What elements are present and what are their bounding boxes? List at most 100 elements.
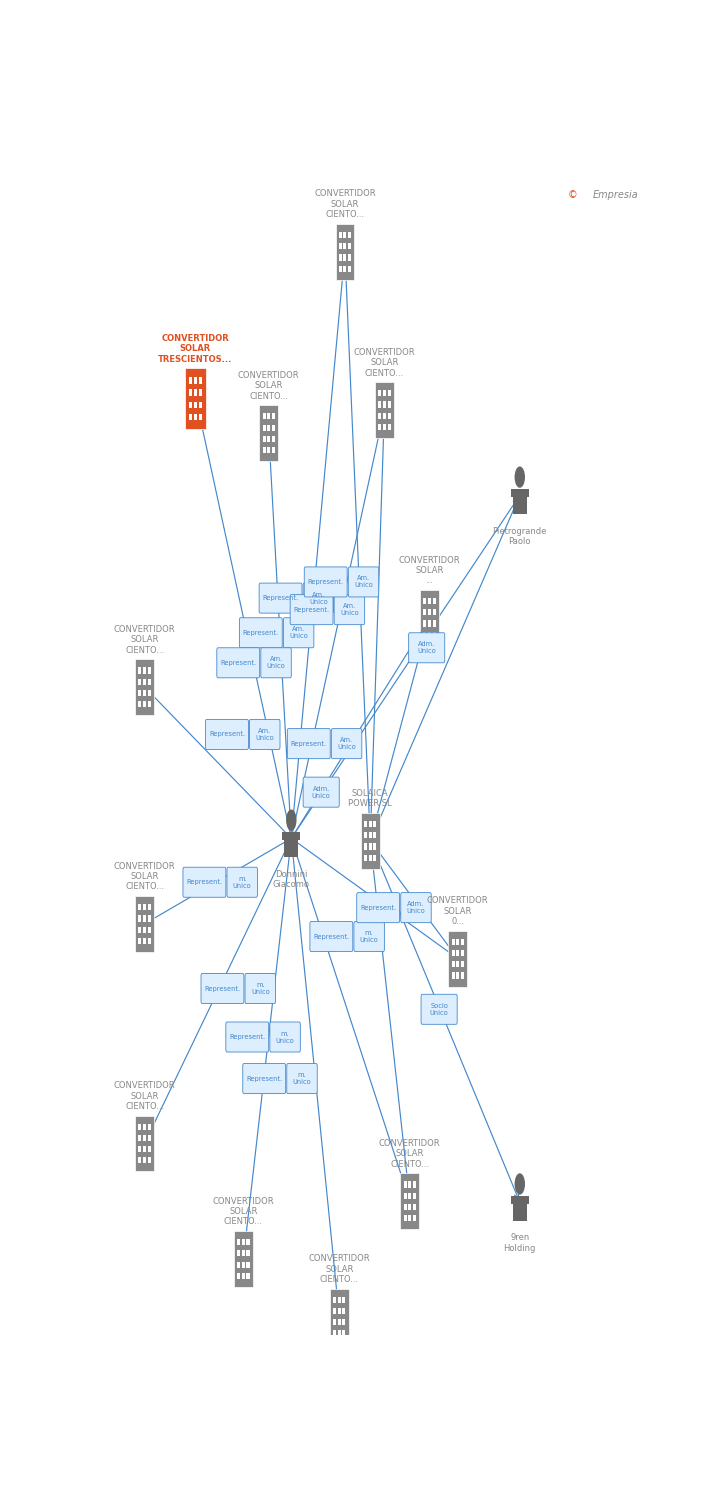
FancyBboxPatch shape [348, 567, 379, 597]
Bar [342, 1298, 345, 1304]
FancyBboxPatch shape [226, 1022, 269, 1052]
Text: Represent.: Represent. [360, 904, 396, 910]
FancyBboxPatch shape [334, 594, 365, 624]
Bar [272, 424, 275, 430]
Bar [148, 668, 151, 674]
Text: Socio
Unico: Socio Unico [430, 1004, 448, 1016]
Bar [403, 1204, 407, 1210]
Bar [513, 489, 526, 514]
Bar [138, 1146, 141, 1152]
Bar [448, 930, 467, 987]
FancyBboxPatch shape [331, 729, 362, 759]
Bar [432, 632, 435, 638]
Bar [432, 598, 435, 604]
Bar [369, 833, 372, 839]
Bar [143, 915, 146, 921]
Bar [413, 1215, 416, 1221]
Bar [513, 1196, 526, 1221]
FancyBboxPatch shape [242, 1064, 285, 1094]
Bar [242, 1272, 245, 1280]
Bar [344, 266, 347, 272]
FancyBboxPatch shape [240, 618, 282, 648]
Bar [339, 266, 341, 272]
Bar [138, 938, 141, 944]
Bar [263, 414, 266, 420]
Bar [148, 938, 151, 944]
Text: Am.
Unico: Am. Unico [266, 657, 285, 669]
Bar [364, 821, 367, 827]
FancyBboxPatch shape [217, 648, 260, 678]
Bar [148, 700, 151, 706]
Bar [413, 1204, 416, 1210]
Bar [138, 904, 141, 910]
Circle shape [515, 466, 525, 488]
Bar [364, 843, 367, 849]
Bar [344, 243, 347, 249]
Bar [408, 1192, 411, 1198]
Text: CONVERTIDOR
SOLAR
0...: CONVERTIDOR SOLAR 0... [427, 897, 488, 926]
Bar [199, 376, 202, 384]
Bar [424, 598, 427, 604]
Bar [387, 402, 390, 408]
Bar [194, 390, 197, 396]
Bar [143, 927, 146, 933]
Circle shape [515, 1173, 525, 1194]
Bar [424, 632, 427, 638]
Text: CONVERTIDOR
SOLAR
CIENTO...: CONVERTIDOR SOLAR CIENTO... [354, 348, 415, 378]
Text: CONVERTIDOR
SOLAR
...: CONVERTIDOR SOLAR ... [399, 555, 460, 585]
Bar [138, 915, 141, 921]
Bar [400, 1173, 419, 1228]
Bar [451, 950, 454, 956]
Bar [138, 700, 141, 706]
Bar [432, 621, 435, 627]
Text: CONVERTIDOR
SOLAR
CIENTO...: CONVERTIDOR SOLAR CIENTO... [114, 861, 175, 891]
Bar [185, 369, 205, 429]
Bar [383, 402, 386, 408]
Bar [408, 1204, 411, 1210]
Text: Represent.: Represent. [209, 732, 245, 738]
Bar [247, 1262, 250, 1268]
Bar [348, 255, 351, 261]
Text: Adm.
Unico: Adm. Unico [407, 902, 425, 914]
Bar [451, 939, 454, 945]
Bar [451, 962, 454, 968]
Bar [375, 382, 394, 438]
Bar [369, 855, 372, 861]
FancyBboxPatch shape [201, 974, 244, 1004]
Bar [263, 424, 266, 430]
Bar [143, 678, 146, 686]
Bar [247, 1239, 250, 1245]
Text: Empresia: Empresia [593, 189, 638, 200]
Bar [143, 1156, 146, 1164]
FancyBboxPatch shape [310, 921, 353, 951]
Bar [403, 1182, 407, 1188]
Text: Am.
Unico: Am. Unico [337, 736, 356, 750]
Text: Represent.: Represent. [205, 986, 240, 992]
Bar [339, 232, 341, 238]
Bar [338, 1330, 341, 1336]
Text: m.
Unico: m. Unico [360, 930, 379, 944]
Bar [237, 1239, 240, 1245]
Bar [461, 939, 464, 945]
Bar [379, 390, 381, 396]
Bar [148, 678, 151, 686]
Bar [148, 927, 151, 933]
Text: Am.
Unico: Am. Unico [340, 603, 359, 616]
Text: CONVERTIDOR
SOLAR
CIENTO...: CONVERTIDOR SOLAR CIENTO... [213, 1197, 274, 1227]
Text: Am.
Unico: Am. Unico [256, 728, 274, 741]
Bar [424, 621, 427, 627]
Bar [285, 833, 298, 858]
Bar [189, 402, 192, 408]
Bar [242, 1262, 245, 1268]
Bar [342, 1308, 345, 1314]
Bar [282, 833, 300, 840]
Bar [143, 690, 146, 696]
Bar [511, 1196, 529, 1203]
FancyBboxPatch shape [354, 921, 384, 951]
Bar [234, 1232, 253, 1287]
Text: Adm.
Unico: Adm. Unico [312, 786, 331, 798]
Text: Represent.: Represent. [220, 660, 256, 666]
FancyBboxPatch shape [270, 1022, 301, 1052]
Bar [333, 1298, 336, 1304]
Bar [138, 927, 141, 933]
